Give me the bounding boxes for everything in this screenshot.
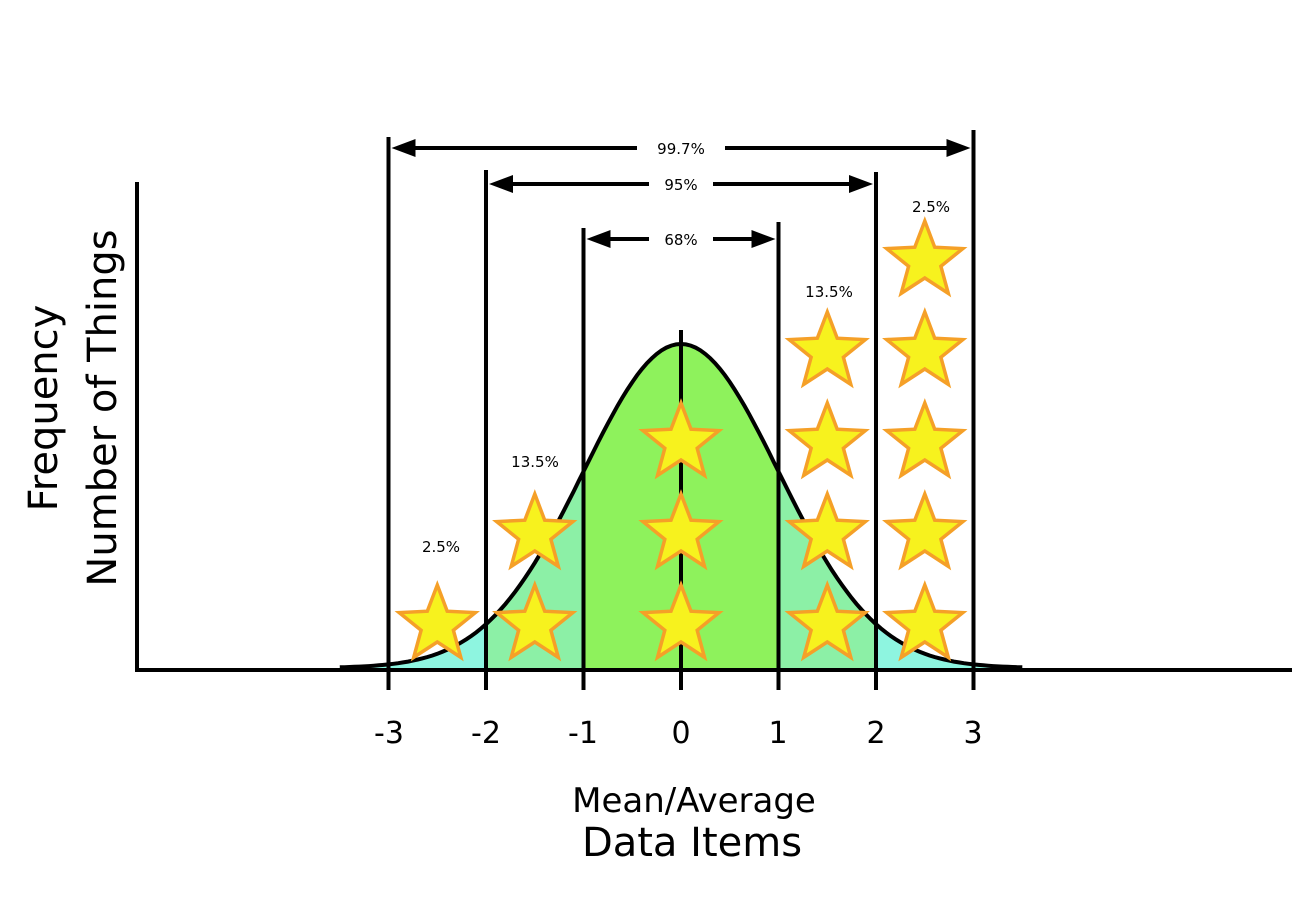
region-label-left-band: 13.5% <box>511 453 559 471</box>
star-icon <box>784 398 870 480</box>
tick-label-neg3: -3 <box>374 716 404 751</box>
star-icon <box>492 580 578 662</box>
span-68-label: 68% <box>664 231 697 249</box>
y-axis-title: Frequency <box>21 305 67 512</box>
region-label-right-tail: 2.5% <box>912 198 950 216</box>
region-label-left-tail: 2.5% <box>422 538 460 556</box>
star-icon <box>394 580 480 662</box>
tick-label-neg2: -2 <box>471 716 501 751</box>
span-95-right-arrowhead <box>849 175 873 193</box>
span-99-7-label: 99.7% <box>657 140 705 158</box>
star-icon <box>882 307 968 389</box>
star-icon <box>638 489 724 571</box>
tick-label-0: 0 <box>671 716 690 751</box>
tick-label-neg1: -1 <box>568 716 598 751</box>
span-68: 68% <box>586 230 776 249</box>
span-95: 95% <box>489 175 873 194</box>
star-icon <box>882 398 968 480</box>
star-columns <box>394 216 968 662</box>
star-icon <box>638 580 724 662</box>
span-99-7-right-arrowhead <box>946 139 971 157</box>
tick-label-3: 3 <box>963 716 982 751</box>
right-tail-region <box>876 624 1023 668</box>
percentage-spans: 99.7% 95% 68% <box>391 139 971 249</box>
y-axis-subtitle: Number of Things <box>80 229 126 586</box>
star-icon <box>882 216 968 298</box>
star-icon <box>882 489 968 571</box>
star-icon <box>784 580 870 662</box>
star-icon <box>784 307 870 389</box>
region-label-right-band: 13.5% <box>805 283 853 301</box>
star-icon <box>784 489 870 571</box>
span-99-7-left-arrowhead <box>391 139 416 157</box>
star-icon <box>882 580 968 662</box>
x-axis-subtitle: Data Items <box>582 820 802 866</box>
tick-label-2: 2 <box>866 716 885 751</box>
span-68-right-arrowhead <box>751 230 776 248</box>
tick-label-1: 1 <box>768 716 787 751</box>
span-99-7: 99.7% <box>391 139 971 158</box>
x-tick-labels: -3 -2 -1 0 1 2 3 <box>374 716 983 751</box>
star-icon <box>638 398 724 480</box>
x-axis-title: Mean/Average <box>572 781 816 821</box>
span-68-left-arrowhead <box>586 230 611 248</box>
left-tail-region <box>339 624 486 668</box>
span-95-left-arrowhead <box>489 175 513 193</box>
sigma-lines <box>386 130 976 690</box>
star-icon <box>492 489 578 571</box>
span-95-label: 95% <box>664 176 697 194</box>
